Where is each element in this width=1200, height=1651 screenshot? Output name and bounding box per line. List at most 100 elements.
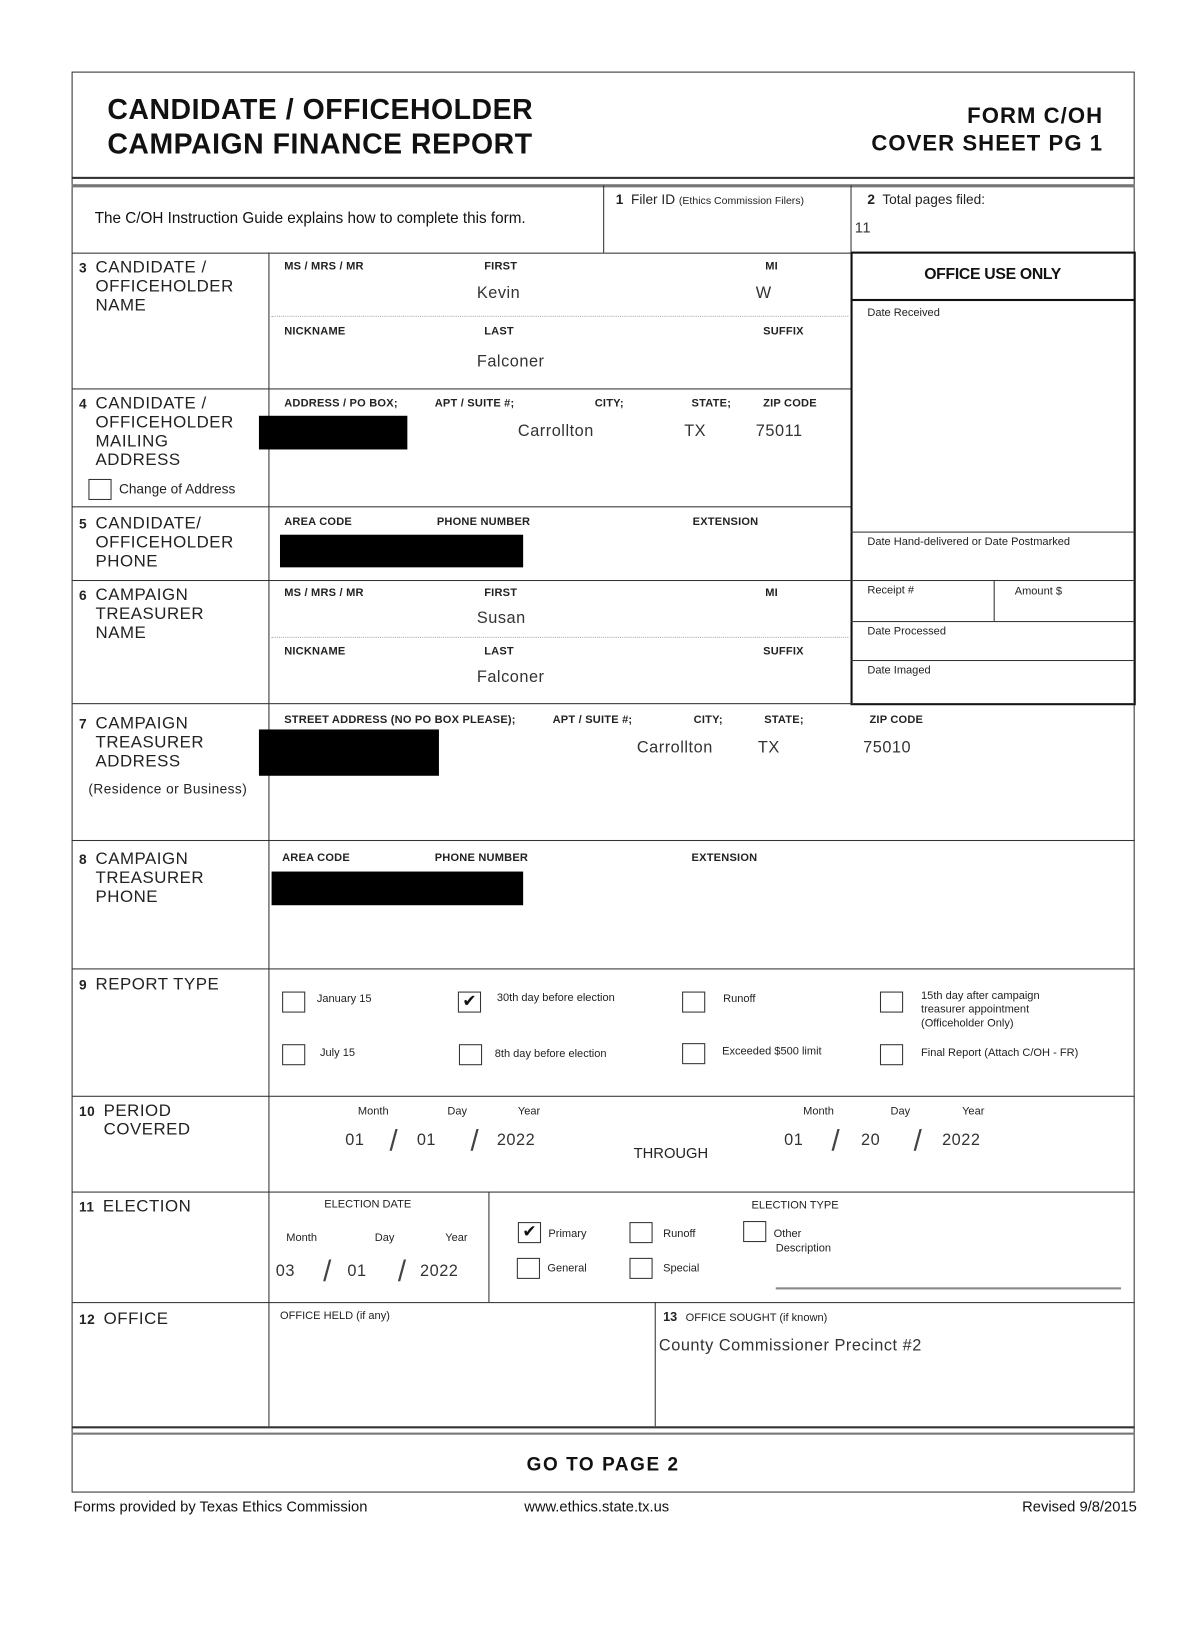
period-to-year[interactable]: 2022 (942, 1131, 981, 1150)
instruction-text: The C/OH Instruction Guide explains how … (94, 210, 526, 228)
section-8-label: 8 CAMPAIGN TREASURER PHONE (78, 850, 205, 907)
candidate-city[interactable]: Carrollton (517, 422, 594, 440)
candidate-state[interactable]: TX (684, 422, 707, 440)
report-15th-day-checkbox[interactable] (879, 991, 904, 1013)
month-label: Month (803, 1105, 834, 1118)
nickname-label: NICKNAME (284, 325, 346, 338)
section-10-label: 10 PERIOD COVERED (78, 1102, 191, 1139)
election-date-label: ELECTION DATE (324, 1197, 412, 1211)
redacted-phone (271, 871, 524, 906)
mi-label: MI (765, 586, 778, 599)
title-line-2: CAMPAIGN FINANCE REPORT (107, 128, 533, 160)
section-11-label: 11 ELECTION (78, 1197, 192, 1216)
year-label: Year (517, 1105, 541, 1118)
treasurer-zip[interactable]: 75010 (863, 738, 912, 757)
year-label: Year (445, 1231, 468, 1245)
form-id: FORM C/OH COVER SHEET PG 1 (871, 103, 1103, 158)
election-special-checkbox[interactable] (629, 1257, 653, 1279)
period-from-month[interactable]: 01 (345, 1131, 365, 1150)
apt-label: APT / SUITE #; (434, 396, 515, 410)
go-to-page-2: GO TO PAGE 2 (526, 1453, 680, 1475)
election-year[interactable]: 2022 (419, 1262, 459, 1280)
street-label: STREET ADDRESS (NO PO BOX PLEASE); (284, 713, 516, 727)
redacted-street (258, 729, 439, 776)
period-to-day[interactable]: 20 (861, 1131, 881, 1150)
phone-label: PHONE NUMBER (436, 515, 531, 529)
state-label: STATE; (691, 396, 732, 410)
election-type-option: Primary (548, 1227, 587, 1240)
period-from-day[interactable]: 01 (416, 1131, 437, 1150)
total-pages-value[interactable]: 11 (854, 218, 872, 236)
office-use-title: OFFICE USE ONLY (924, 265, 1062, 284)
candidate-zip[interactable]: 75011 (755, 422, 803, 440)
last-label: LAST (484, 645, 514, 658)
election-general-checkbox[interactable] (516, 1257, 540, 1279)
report-final-checkbox[interactable] (879, 1044, 904, 1066)
area-code-label: AREA CODE (282, 851, 350, 865)
slash: / (323, 1254, 332, 1288)
date-hand-delivered-label: Date Hand-delivered or Date Postmarked (867, 535, 1071, 549)
period-from-year[interactable]: 2022 (496, 1131, 536, 1150)
election-type-option: General (547, 1262, 587, 1275)
election-day[interactable]: 01 (347, 1262, 367, 1280)
election-primary-checkbox[interactable]: ✔ (517, 1222, 542, 1244)
report-8th-day-checkbox[interactable] (458, 1044, 483, 1066)
election-runoff-checkbox[interactable] (629, 1222, 653, 1244)
filer-id-label: 1 Filer ID (Ethics Commission Filers) (615, 191, 805, 208)
office-sought-value[interactable]: County Commissioner Precinct #2 (658, 1336, 922, 1355)
suffix-label: SUFFIX (763, 645, 804, 658)
address-label: ADDRESS / PO BOX; (284, 396, 398, 410)
section-12-label: 12 OFFICE (78, 1310, 169, 1329)
sheet-text: COVER SHEET PG 1 (871, 131, 1104, 156)
election-other-checkbox[interactable] (743, 1221, 767, 1243)
extension-label: EXTENSION (691, 851, 758, 865)
year-label: Year (962, 1105, 985, 1118)
suffix-label: SUFFIX (763, 325, 804, 338)
report-option-label: 30th day before election (496, 991, 615, 1005)
date-processed-label: Date Processed (867, 625, 946, 638)
candidate-mi[interactable]: W (755, 284, 772, 303)
election-type-option: Special (663, 1262, 700, 1275)
report-30th-day-checkbox[interactable]: ✔ (457, 991, 482, 1013)
title-line-1: CANDIDATE / OFFICEHOLDER (107, 93, 534, 126)
report-runoff-checkbox[interactable] (682, 991, 706, 1013)
treasurer-first-name[interactable]: Susan (476, 609, 526, 628)
report-july-15-checkbox[interactable] (282, 1044, 306, 1066)
zip-label: ZIP CODE (869, 713, 924, 727)
date-received-label: Date Received (867, 306, 940, 319)
report-exceeded-limit-checkbox[interactable] (682, 1043, 706, 1065)
report-option-label: July 15 (319, 1046, 356, 1059)
date-imaged-label: Date Imaged (867, 664, 931, 677)
report-option-label: Runoff (723, 992, 756, 1006)
change-of-address-checkbox[interactable] (88, 478, 112, 500)
section-3-label: 3 CANDIDATE / OFFICEHOLDER NAME (78, 258, 234, 315)
change-of-address-label: Change of Address (118, 481, 236, 497)
report-option-label: Exceeded $500 limit (722, 1045, 822, 1058)
election-type-option: Other (773, 1227, 802, 1240)
city-label: CITY; (693, 713, 723, 727)
apt-label: APT / SUITE #; (552, 713, 633, 727)
description-line[interactable] (775, 1287, 1122, 1290)
title-label: MS / MRS / MR (284, 586, 364, 599)
section-4-label: 4 CANDIDATE / OFFICEHOLDER MAILING ADDRES… (78, 394, 234, 470)
treasurer-last-name[interactable]: Falconer (476, 668, 545, 687)
section-5-label: 5 CANDIDATE/ OFFICEHOLDER PHONE (78, 514, 234, 571)
title-label: MS / MRS / MR (284, 259, 364, 273)
treasurer-state[interactable]: TX (757, 738, 780, 757)
office-sought-label: 13 OFFICE SOUGHT (if known) (663, 1309, 828, 1325)
candidate-last-name[interactable]: Falconer (476, 352, 545, 371)
nickname-label: NICKNAME (284, 645, 346, 658)
filer-id-field[interactable] (616, 216, 842, 243)
treasurer-city[interactable]: Carrollton (636, 738, 713, 757)
candidate-first-name[interactable]: Kevin (476, 284, 521, 303)
report-january-15-checkbox[interactable] (282, 991, 306, 1013)
election-month[interactable]: 03 (275, 1262, 295, 1280)
zip-label: ZIP CODE (763, 396, 817, 410)
phone-label: PHONE NUMBER (434, 851, 529, 865)
state-label: STATE; (764, 713, 804, 727)
period-to-month[interactable]: 01 (784, 1131, 804, 1150)
redacted-address (258, 415, 408, 450)
footer-url[interactable]: www.ethics.state.tx.us (524, 1497, 670, 1515)
area-code-label: AREA CODE (284, 515, 353, 529)
office-held-label: OFFICE HELD (if any) (279, 1309, 390, 1323)
